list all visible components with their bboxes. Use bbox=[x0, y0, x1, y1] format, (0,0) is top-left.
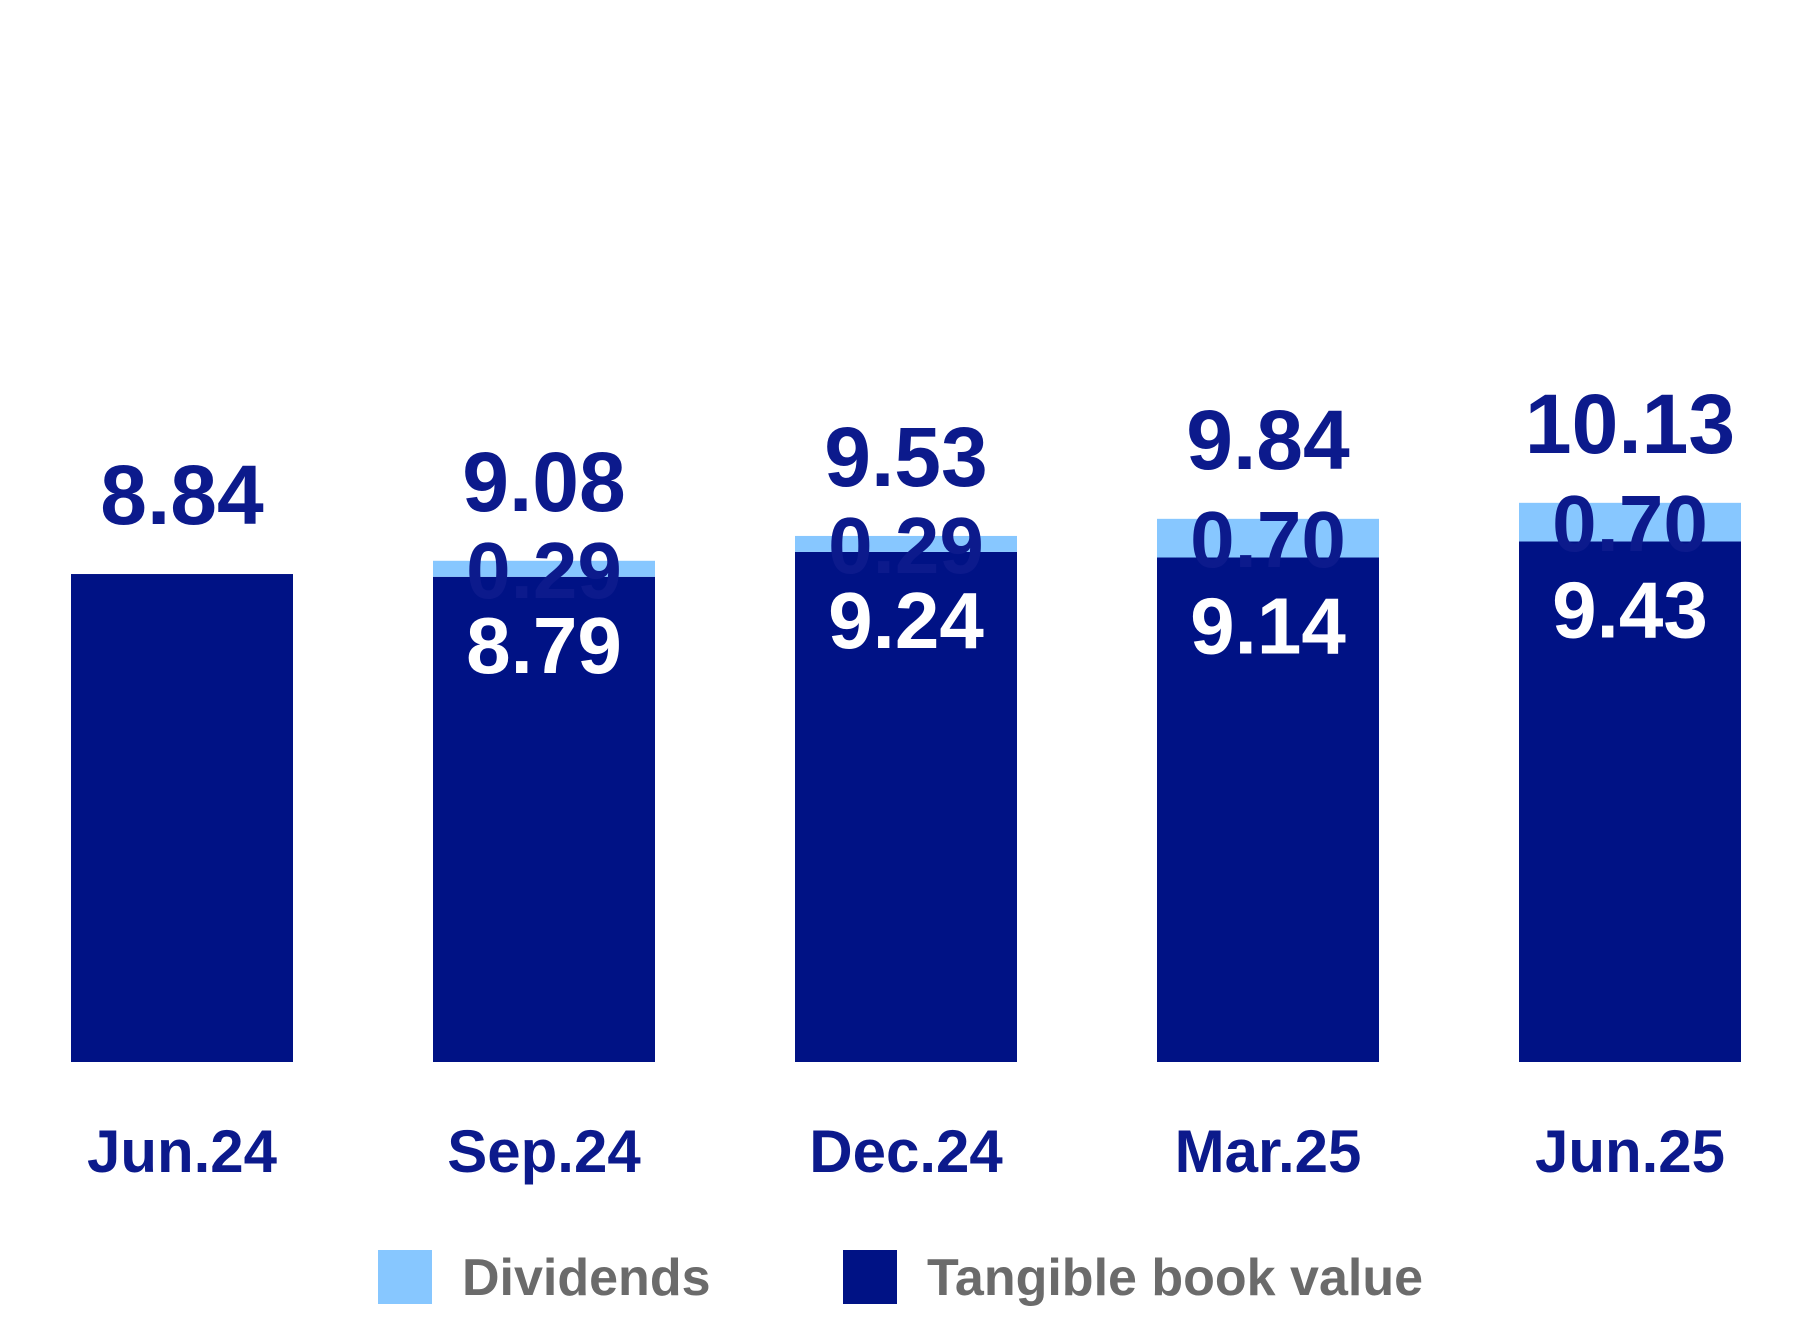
total-label-jun-24: 8.84 bbox=[100, 448, 264, 542]
total-label-mar-25: 9.84 bbox=[1186, 393, 1350, 487]
dividends-label-mar-25: 0.70 bbox=[1190, 495, 1346, 584]
category-label-jun-24: Jun.24 bbox=[87, 1118, 278, 1185]
total-label-jun-25: 10.13 bbox=[1525, 377, 1735, 471]
dividends-label-sep-24: 0.29 bbox=[466, 526, 622, 615]
bar-tbv-jun-25 bbox=[1519, 541, 1741, 1062]
labels-group: 8.84Jun.240.298.799.08Sep.240.299.249.53… bbox=[87, 377, 1735, 1185]
bar-tbv-mar-25 bbox=[1157, 557, 1379, 1062]
bar-dividends-jun-25 bbox=[1519, 502, 1741, 542]
bar-dividends-mar-25 bbox=[1157, 518, 1379, 558]
bar-dividends-sep-24 bbox=[433, 560, 655, 577]
legend-swatch-tangible-book-value bbox=[843, 1250, 897, 1304]
dividends-label-jun-25: 0.70 bbox=[1552, 479, 1708, 568]
total-label-sep-24: 9.08 bbox=[462, 435, 626, 529]
bar-tbv-dec-24 bbox=[795, 551, 1017, 1062]
tbv-label-dec-24: 9.24 bbox=[828, 576, 984, 665]
legend-label-dividends: Dividends bbox=[462, 1249, 711, 1307]
tbv-label-sep-24: 8.79 bbox=[466, 601, 622, 690]
bar-tbv-jun-24 bbox=[71, 574, 293, 1062]
category-label-sep-24: Sep.24 bbox=[447, 1118, 641, 1185]
tbv-label-jun-25: 9.43 bbox=[1552, 565, 1708, 654]
bars-group bbox=[71, 502, 1741, 1062]
category-label-dec-24: Dec.24 bbox=[809, 1118, 1003, 1185]
category-label-jun-25: Jun.25 bbox=[1535, 1118, 1725, 1185]
bar-dividends-dec-24 bbox=[795, 535, 1017, 552]
legend-label-tangible-book-value: Tangible book value bbox=[927, 1249, 1423, 1307]
legend: Dividends Tangible book value bbox=[378, 1249, 1423, 1307]
total-label-dec-24: 9.53 bbox=[824, 410, 988, 504]
dividends-label-dec-24: 0.29 bbox=[828, 501, 984, 590]
category-label-mar-25: Mar.25 bbox=[1175, 1118, 1362, 1185]
tbv-label-mar-25: 9.14 bbox=[1190, 581, 1346, 670]
legend-swatch-dividends bbox=[378, 1250, 432, 1304]
bar-tbv-sep-24 bbox=[433, 576, 655, 1062]
